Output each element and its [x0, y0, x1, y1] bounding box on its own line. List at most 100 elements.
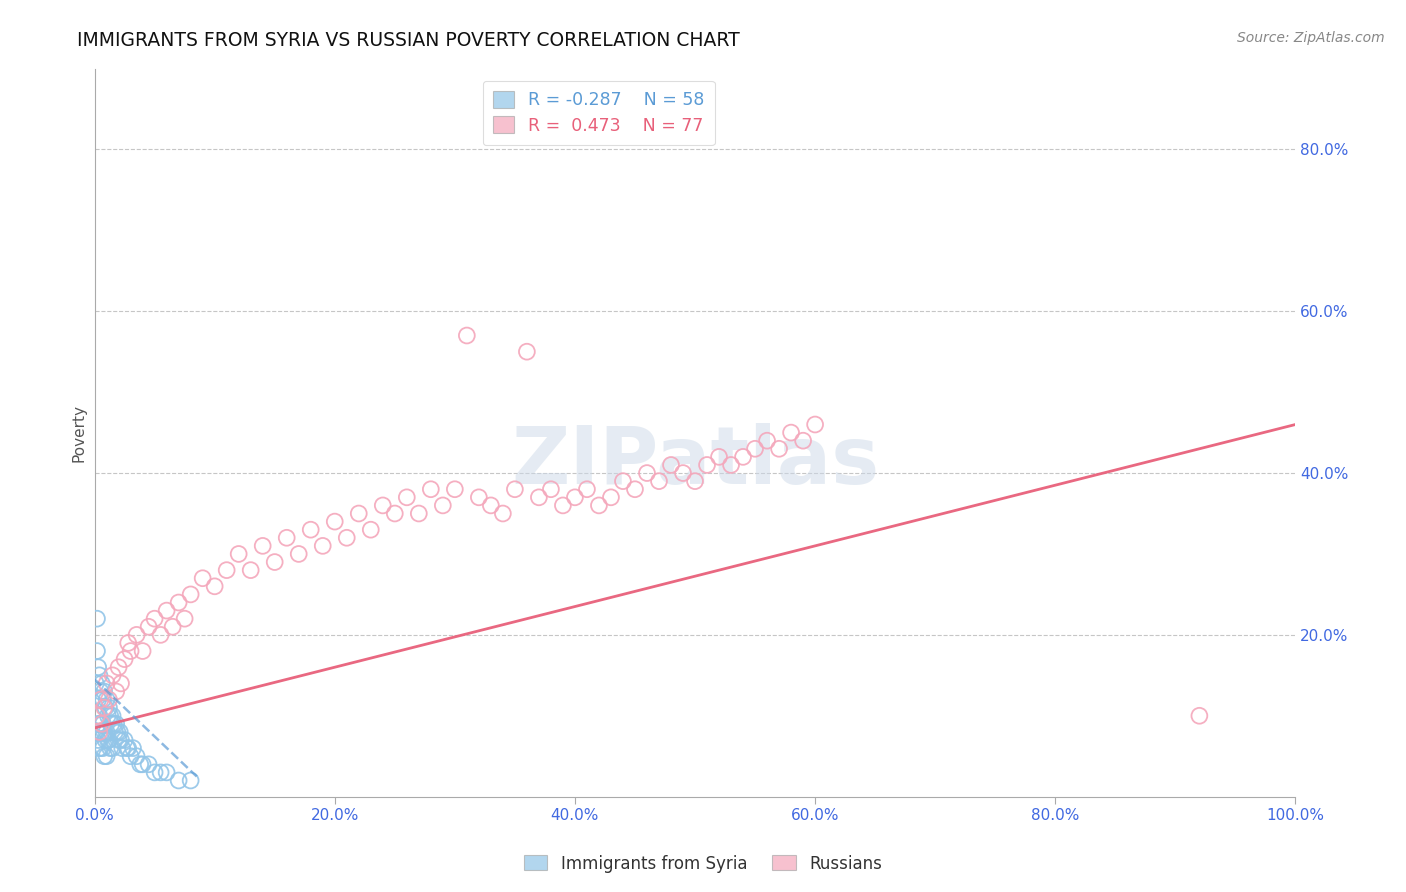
Point [492, 507, 515, 521]
Point [167, 773, 190, 788]
Text: ZIPatlas: ZIPatlas [510, 423, 879, 500]
Point [98, 700, 121, 714]
Point [105, 725, 128, 739]
Point [89, 725, 111, 739]
Point [87, 692, 110, 706]
Point [86, 708, 108, 723]
Point [180, 587, 202, 601]
Point [600, 491, 623, 505]
Point [115, 741, 138, 756]
Point [131, 757, 153, 772]
Point [117, 636, 139, 650]
Point [103, 717, 125, 731]
Point [143, 612, 166, 626]
Point [89, 708, 111, 723]
Point [122, 741, 145, 756]
Point [588, 499, 610, 513]
Point [91, 741, 114, 756]
Point [804, 417, 827, 432]
Point [564, 491, 586, 505]
Point [672, 466, 695, 480]
Point [156, 765, 179, 780]
Point [96, 692, 118, 706]
Point [93, 725, 115, 739]
Point [91, 717, 114, 731]
Point [756, 434, 779, 448]
Point [384, 507, 406, 521]
Legend: Immigrants from Syria, Russians: Immigrants from Syria, Russians [517, 848, 889, 880]
Point [1188, 708, 1211, 723]
Point [468, 491, 491, 505]
Point [323, 515, 346, 529]
Point [162, 620, 184, 634]
Y-axis label: Poverty: Poverty [72, 403, 86, 461]
Point [408, 507, 430, 521]
Point [111, 741, 134, 756]
Point [299, 523, 322, 537]
Point [117, 741, 139, 756]
Point [96, 725, 118, 739]
Point [98, 692, 121, 706]
Point [125, 749, 148, 764]
Point [263, 555, 285, 569]
Point [98, 733, 121, 747]
Point [114, 733, 136, 747]
Point [101, 708, 124, 723]
Point [707, 450, 730, 464]
Point [90, 717, 112, 731]
Point [780, 425, 803, 440]
Point [575, 482, 598, 496]
Point [105, 717, 128, 731]
Point [360, 523, 382, 537]
Point [744, 442, 766, 456]
Point [96, 749, 118, 764]
Point [312, 539, 335, 553]
Point [173, 612, 195, 626]
Point [93, 700, 115, 714]
Legend: R = -0.287    N = 58, R =  0.473    N = 77: R = -0.287 N = 58, R = 0.473 N = 77 [484, 81, 714, 145]
Point [503, 482, 526, 496]
Point [239, 563, 262, 577]
Point [105, 684, 128, 698]
Point [114, 652, 136, 666]
Point [100, 717, 122, 731]
Point [419, 482, 441, 496]
Point [90, 684, 112, 698]
Point [98, 741, 121, 756]
Point [87, 660, 110, 674]
Point [90, 725, 112, 739]
Point [108, 725, 131, 739]
Point [612, 474, 634, 488]
Point [93, 749, 115, 764]
Point [125, 628, 148, 642]
Point [768, 442, 790, 456]
Point [731, 450, 754, 464]
Point [191, 571, 214, 585]
Point [120, 644, 142, 658]
Point [101, 668, 124, 682]
Point [138, 757, 160, 772]
Point [228, 547, 250, 561]
Point [89, 741, 111, 756]
Point [432, 499, 454, 513]
Point [456, 328, 478, 343]
Point [120, 749, 142, 764]
Point [215, 563, 238, 577]
Point [648, 474, 671, 488]
Point [336, 531, 359, 545]
Point [180, 773, 202, 788]
Point [371, 499, 394, 513]
Point [96, 676, 118, 690]
Text: Source: ZipAtlas.com: Source: ZipAtlas.com [1237, 31, 1385, 45]
Point [479, 499, 502, 513]
Point [516, 344, 538, 359]
Point [167, 595, 190, 609]
Point [90, 741, 112, 756]
Point [110, 676, 132, 690]
Point [720, 458, 742, 472]
Point [97, 733, 120, 747]
Point [527, 491, 550, 505]
Point [86, 725, 108, 739]
Point [93, 684, 115, 698]
Point [107, 733, 129, 747]
